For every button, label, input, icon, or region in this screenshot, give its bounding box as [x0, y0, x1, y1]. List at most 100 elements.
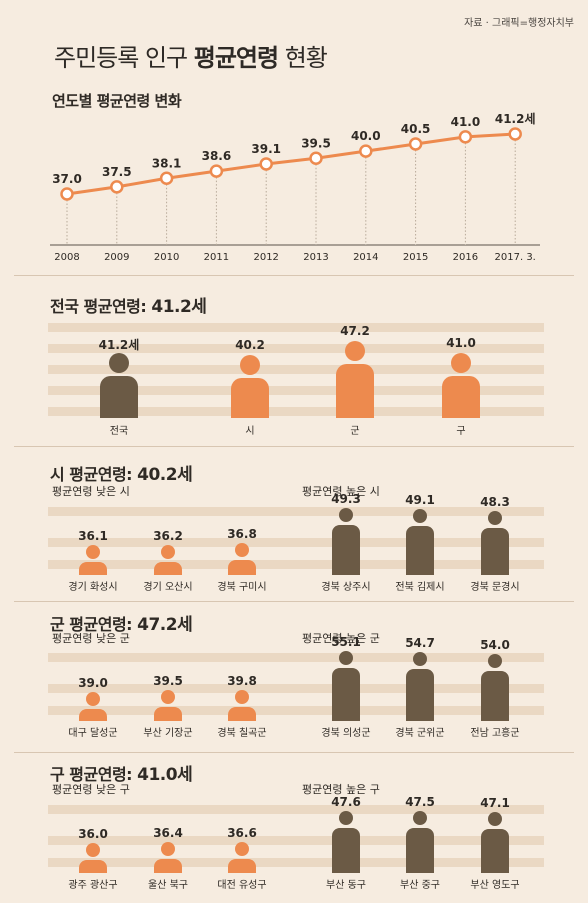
- value-label: 39.0: [78, 675, 108, 690]
- person-figure: [481, 654, 509, 721]
- gu-heading-value: 41.0세: [137, 765, 193, 785]
- person-figure: [406, 508, 434, 575]
- background-stripe: [48, 805, 544, 814]
- person-body: [481, 829, 509, 873]
- person-body: [79, 860, 107, 873]
- data-point: [60, 187, 74, 201]
- value-label: 36.2: [153, 528, 183, 543]
- x-tick-label: 2011: [204, 252, 229, 263]
- person-body: [100, 375, 138, 418]
- data-label: 37.0: [52, 172, 82, 186]
- person-body: [481, 527, 509, 575]
- data-point: [309, 151, 323, 166]
- person-head: [109, 352, 129, 373]
- data-point: [110, 180, 124, 194]
- gun-heading: 군 평균연령: 47.2세: [50, 610, 193, 635]
- background-stripe: [48, 507, 544, 516]
- person-head: [339, 810, 353, 825]
- gun-high-heading: 평균연령 높은 군: [302, 632, 380, 645]
- person-figure: [154, 544, 182, 575]
- x-tick-label: 2014: [353, 252, 378, 263]
- background-stripe: [48, 538, 544, 547]
- category-label: 광주 광산구: [68, 880, 118, 891]
- value-label: 54.0: [480, 638, 510, 652]
- data-point: [458, 130, 473, 144]
- category-label: 경북 구미시: [217, 582, 267, 593]
- category-label: 경기 오산시: [143, 582, 193, 593]
- gu-heading-prefix: 구 평균연령:: [50, 765, 138, 784]
- category-label: 부산 기장군: [143, 728, 193, 739]
- person-figure: [332, 507, 360, 575]
- background-stripe: [48, 386, 544, 395]
- category-label: 부산 동구: [326, 880, 366, 891]
- category-label: 대전 유성구: [217, 880, 267, 891]
- value-label: 47.6: [331, 794, 361, 809]
- category-label: 전국: [109, 426, 129, 437]
- category-label: 대구 달성군: [68, 728, 118, 739]
- person-body: [406, 828, 434, 873]
- category-label: 경북 문경시: [470, 582, 520, 593]
- category-label: 경북 칠곡군: [217, 728, 267, 739]
- data-label: 37.5: [102, 165, 132, 179]
- person-head: [488, 510, 502, 525]
- background-stripe: [48, 706, 544, 715]
- person-head: [488, 654, 502, 668]
- value-label: 36.8: [227, 526, 257, 541]
- value-label: 36.4: [153, 826, 183, 841]
- value-label: 39.8: [227, 673, 257, 688]
- category-label: 경북 의성군: [321, 728, 371, 739]
- person-body: [406, 525, 434, 575]
- category-label: 구: [456, 426, 466, 437]
- si-heading: 시 평균연령: 40.2세: [50, 460, 193, 485]
- person-figure: [332, 810, 360, 873]
- value-label: 39.5: [153, 674, 183, 689]
- divider: [14, 601, 574, 602]
- value-label: 36.6: [227, 825, 257, 840]
- person-figure: [154, 842, 182, 873]
- person-figure: [228, 841, 256, 873]
- gun-heading-prefix: 군 평균연령:: [50, 615, 138, 634]
- x-tick-label: 2010: [154, 252, 179, 263]
- yearly-heading: 연도별 평균연령 변화: [52, 92, 182, 110]
- gu-low-heading: 평균연령 낮은 구: [52, 783, 130, 796]
- gu-high-heading: 평균연령 높은 구: [302, 783, 380, 796]
- value-label: 54.7: [405, 636, 435, 651]
- person-figure: [442, 353, 480, 418]
- divider: [14, 752, 574, 753]
- value-label: 47.5: [405, 795, 435, 809]
- person-figure: [332, 651, 360, 721]
- value-label: 41.0: [446, 336, 476, 350]
- divider: [14, 275, 574, 276]
- person-body: [332, 524, 360, 575]
- si-chart: 36.1 경기 화성시 36.2 경기 오산시 36.8 경북 구미시 49.3 경북 상주시…: [48, 492, 544, 594]
- gun-chart: 39.0 대구 달성군 39.5 부산 기장군 39.8 경북 칠곡군 55.1 경북 의성군…: [48, 635, 544, 744]
- gu-chart: 36.0 광주 광산구 36.4 울산 북구 36.6 대전 유성구 47.6 부산 동구 47…: [48, 794, 544, 892]
- source-credit: 자료 · 그래픽=행정자치부: [464, 18, 574, 29]
- data-point: [508, 127, 522, 141]
- category-label: 경북 상주시: [321, 582, 371, 593]
- person-head: [235, 689, 249, 704]
- person-figure: [231, 354, 269, 418]
- value-label: 47.2: [340, 323, 370, 338]
- background-stripe: [48, 560, 544, 569]
- data-point: [159, 171, 174, 186]
- x-tick-label: 2012: [253, 252, 278, 263]
- person-figure: [100, 352, 138, 418]
- si-high-heading: 평균연령 높은 시: [302, 485, 380, 498]
- person-body: [154, 707, 182, 721]
- person-head: [161, 690, 175, 705]
- value-label: 49.1: [405, 492, 435, 507]
- person-head: [413, 508, 427, 523]
- data-point: [408, 137, 423, 151]
- person-body: [228, 858, 256, 873]
- value-label: 48.3: [480, 494, 510, 509]
- value-label: 47.1: [480, 796, 510, 811]
- person-figure: [228, 689, 256, 721]
- si-heading-value: 40.2세: [137, 465, 193, 485]
- person-head: [161, 544, 175, 559]
- data-label: 38.1: [152, 156, 182, 170]
- category-label: 시: [245, 426, 255, 437]
- person-figure: [228, 542, 256, 575]
- x-tick-label: 2016: [453, 252, 478, 263]
- person-body: [79, 561, 107, 575]
